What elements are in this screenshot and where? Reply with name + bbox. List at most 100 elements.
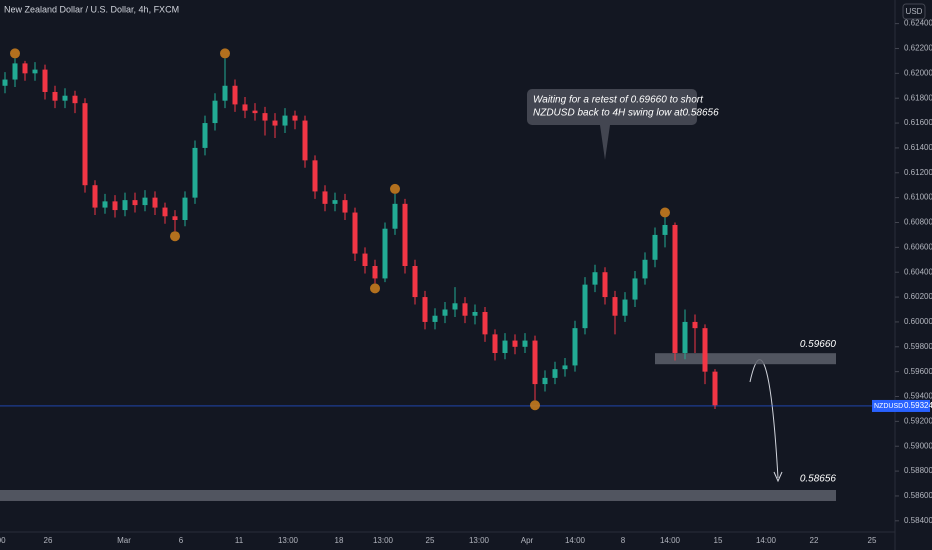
candle-body [622, 299, 628, 316]
candle-body [662, 224, 668, 235]
candle-body [482, 311, 488, 335]
candle-body [192, 147, 198, 198]
annotation-pointer [600, 125, 610, 160]
candle-body [2, 79, 8, 86]
x-tick-label: 25 [868, 536, 877, 545]
y-tick-label: 0.62400 [904, 19, 932, 28]
candle-body [152, 197, 158, 208]
x-tick-label: 13:00 [469, 536, 490, 545]
y-tick-label: 0.59000 [904, 441, 932, 450]
swing-marker [390, 183, 400, 194]
projection-arrow [749, 359, 779, 479]
candle-body [362, 253, 368, 266]
candle-body [542, 377, 548, 385]
candle-body [142, 197, 148, 206]
candle-body [632, 278, 638, 300]
candle-body [462, 303, 468, 316]
candle-body [162, 207, 168, 217]
candle-body [392, 203, 398, 229]
candle-body [472, 311, 478, 316]
candle-body [102, 201, 108, 208]
candle-body [712, 371, 718, 406]
x-tick-label: 26 [44, 536, 53, 545]
candle-body [422, 297, 428, 322]
x-tick-label: 13:00 [373, 536, 394, 545]
swing-marker [530, 400, 540, 411]
candle-body [92, 185, 98, 208]
y-tick-label: 0.59200 [904, 416, 932, 425]
y-tick-label: 0.62200 [904, 44, 932, 53]
candle-body [52, 91, 58, 101]
y-tick-label: 0.61000 [904, 193, 932, 202]
zone-label: 0.58656 [800, 474, 837, 485]
candle-body [682, 321, 688, 354]
candle-body [322, 191, 328, 204]
currency-label[interactable]: USD [906, 7, 923, 16]
candle-body [672, 224, 678, 354]
candle-body [562, 365, 568, 370]
swing-marker [220, 48, 230, 59]
candle-body [612, 297, 618, 316]
zone-label: 0.59660 [800, 339, 837, 350]
y-tick-label: 0.58800 [904, 466, 932, 475]
swing-marker [370, 283, 380, 294]
candle-body [232, 85, 238, 105]
candle-body [412, 266, 418, 298]
candle-body [352, 212, 358, 254]
candle-body [182, 197, 188, 221]
arrow-head [773, 471, 783, 483]
annotation-bubble [527, 89, 697, 125]
y-tick-label: 0.62000 [904, 68, 932, 77]
candle-body [652, 234, 658, 260]
y-tick-label: 0.58600 [904, 491, 932, 500]
candle-body [262, 113, 268, 121]
candle-body [122, 200, 128, 211]
currency-button[interactable] [902, 3, 926, 20]
candle-body [42, 69, 48, 92]
swing-marker [10, 48, 20, 59]
candle-body [112, 201, 118, 211]
candle-body [372, 266, 378, 279]
candle-body [442, 309, 448, 316]
candle-body [72, 95, 78, 104]
candle-body [22, 63, 28, 74]
y-tick-label: 0.61200 [904, 168, 932, 177]
candle-body [202, 123, 208, 148]
x-tick-label: 22 [810, 536, 819, 545]
x-tick-label: 25 [426, 536, 435, 545]
last-price-label: 0.59324 [904, 401, 932, 410]
x-tick-label: 14:00 [565, 536, 586, 545]
candle-body [212, 100, 218, 124]
x-tick-label: 14:00 [756, 536, 777, 545]
y-tick-label: 0.59800 [904, 342, 932, 351]
x-tick-label: Mar [117, 536, 131, 545]
swing-marker [170, 231, 180, 242]
candle-body [302, 120, 308, 161]
candle-body [452, 303, 458, 310]
candle-body [512, 340, 518, 347]
candle-body [272, 120, 278, 126]
candle-body [342, 200, 348, 213]
candle-body [62, 95, 68, 101]
candle-body [492, 334, 498, 354]
candle-body [252, 110, 258, 114]
candle-body [692, 321, 698, 329]
y-tick-label: 0.59600 [904, 367, 932, 376]
x-tick-label: 6 [179, 536, 184, 545]
candle-body [292, 115, 298, 121]
x-tick-label: 18 [335, 536, 344, 545]
annotation-text: NZDUSD back to 4H swing low at0.58656 [533, 108, 719, 119]
y-tick-label: 0.61600 [904, 118, 932, 127]
last-price-symbol: NZDUSD [874, 403, 903, 410]
y-tick-label: 0.60000 [904, 317, 932, 326]
candle-body [82, 103, 88, 186]
y-tick-label: 0.60400 [904, 267, 932, 276]
candle-body [282, 115, 288, 126]
candle-body [242, 104, 248, 111]
price-zone [655, 353, 836, 365]
annotation-text: Waiting for a retest of 0.69660 to short [533, 95, 704, 106]
candle-body [402, 203, 408, 266]
candle-body [602, 272, 608, 298]
x-tick-label: 13:00 [278, 536, 299, 545]
